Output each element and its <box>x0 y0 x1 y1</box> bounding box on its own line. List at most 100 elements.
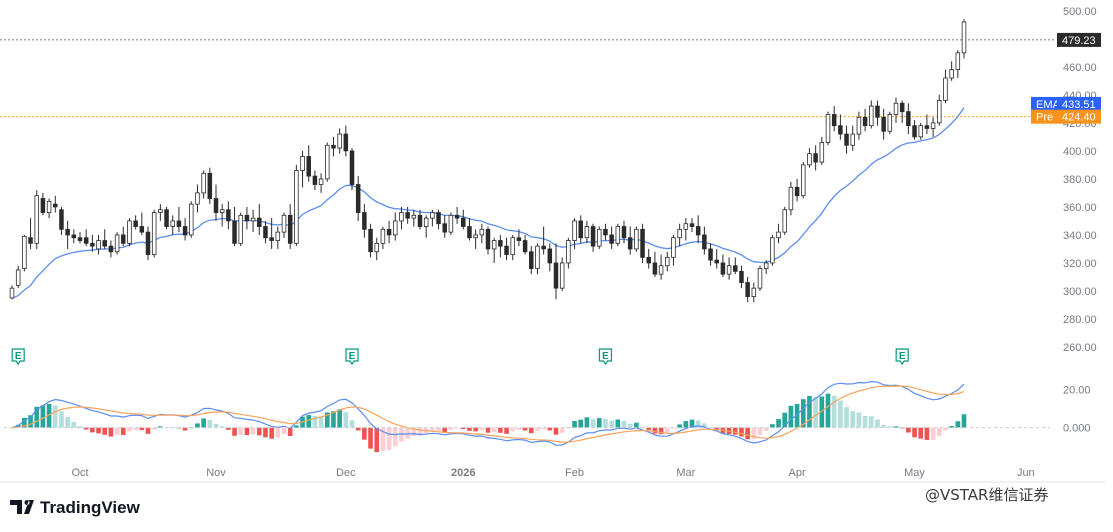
candle-body-down <box>862 116 868 127</box>
price-tick-label: 380.00 <box>1063 174 1097 186</box>
candle <box>65 220 70 249</box>
candle-body-up <box>374 242 379 253</box>
price-tick-label: 500.00 <box>1063 6 1097 18</box>
macd-histogram-bar <box>201 418 206 428</box>
candle-body-down <box>343 133 349 152</box>
candle <box>838 114 843 140</box>
candle-body-up <box>423 217 429 227</box>
macd-histogram-bar <box>281 427 287 435</box>
macd-histogram-bar <box>535 427 540 431</box>
candle <box>318 173 324 193</box>
candle-body-down <box>213 198 219 213</box>
candle-body-up <box>380 228 386 244</box>
candle <box>269 218 274 249</box>
macd-histogram-bar <box>355 427 361 431</box>
macd-histogram-bar <box>238 427 244 435</box>
candle-body-down <box>182 226 188 236</box>
candle <box>294 164 299 247</box>
price-tick-label: 260.00 <box>1063 342 1097 354</box>
candle <box>226 201 231 230</box>
candle <box>263 220 268 244</box>
candle-body-down <box>386 228 392 236</box>
candle <box>164 206 169 230</box>
candle <box>831 106 837 132</box>
macd-histogram-bar <box>782 412 788 428</box>
candle <box>578 215 583 244</box>
candle-body-up <box>510 237 515 255</box>
candle <box>634 226 639 252</box>
macd-histogram-bar <box>498 427 503 433</box>
candle-body-up <box>930 122 936 129</box>
candle-body-up <box>887 114 893 132</box>
macd-histogram-bar <box>664 427 670 433</box>
candle-body-down <box>912 125 917 138</box>
candle-body-up <box>238 214 243 244</box>
candle-body-down <box>708 248 713 261</box>
candle-body-down <box>714 259 719 264</box>
candle <box>949 61 954 81</box>
candle-body-up <box>597 228 602 247</box>
macd-histogram-bar <box>269 427 274 439</box>
candle <box>961 19 967 59</box>
candle <box>393 212 398 241</box>
candle-body-down <box>83 237 89 244</box>
candle <box>757 265 763 291</box>
macd-histogram-bar <box>491 427 497 433</box>
candle <box>881 108 886 140</box>
candle <box>652 251 658 277</box>
candle <box>454 206 460 224</box>
candle-body-up <box>869 105 874 127</box>
macd-tick-label: 0.000 <box>1063 423 1091 435</box>
macd-histogram-bar <box>244 427 250 436</box>
candle-body-up <box>918 125 923 138</box>
macd-histogram-bar <box>770 424 775 428</box>
candle-body-up <box>96 240 101 250</box>
candle <box>343 125 349 157</box>
candle-body-down <box>442 223 447 233</box>
time-tick-label: May <box>904 467 925 479</box>
time-tick-label: Dec <box>336 467 356 479</box>
candle <box>516 229 522 247</box>
candle <box>275 226 281 249</box>
candle-body-down <box>590 226 596 247</box>
macd-histogram-bar <box>83 427 89 430</box>
candle-body-up <box>275 231 281 241</box>
candle <box>71 229 77 244</box>
candle-body-up <box>770 237 775 264</box>
earnings-marker-shape <box>345 348 359 366</box>
macd-histogram-bar <box>473 427 478 432</box>
candle-body-down <box>603 228 608 236</box>
candle-body-up <box>22 235 27 269</box>
candle-body-up <box>807 153 812 166</box>
current-price-badge: 479.23 <box>1057 32 1101 47</box>
candle <box>671 234 676 266</box>
candle-body-up <box>782 209 787 233</box>
candle <box>114 232 120 255</box>
candle <box>899 100 905 123</box>
candle-body-up <box>473 234 478 239</box>
candle <box>337 128 342 154</box>
candle <box>695 215 701 244</box>
candle <box>850 125 855 151</box>
candle <box>627 226 633 255</box>
candle <box>448 212 454 235</box>
macd-histogram-bar <box>875 419 880 428</box>
macd-histogram-bar <box>232 427 237 436</box>
macd-histogram-bar <box>386 427 392 451</box>
candle <box>788 181 794 216</box>
tradingview-logo[interactable]: TradingView <box>10 498 141 517</box>
candle-body-down <box>226 209 231 222</box>
candle-body-down <box>133 220 138 227</box>
macd-histogram-bar <box>158 426 163 428</box>
candle <box>572 218 577 249</box>
macd-histogram-bar <box>751 427 757 439</box>
macd-histogram-bar <box>640 426 645 428</box>
candle-body-down <box>553 262 559 289</box>
macd-histogram-bar <box>936 427 942 437</box>
candle-body-down <box>28 237 33 244</box>
macd-histogram-bar <box>776 419 781 428</box>
macd-histogram-bar <box>436 427 441 432</box>
candle <box>90 234 95 252</box>
candle-body-down <box>838 125 843 135</box>
